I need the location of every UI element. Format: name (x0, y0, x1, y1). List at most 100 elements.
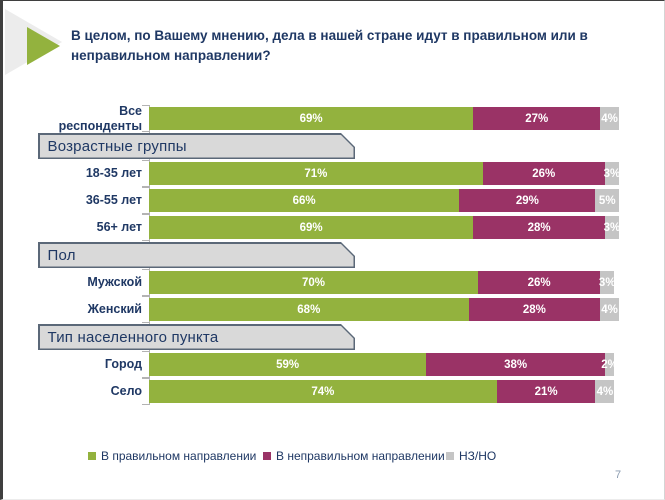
chart-bar-row: Все респонденты 69% 27% 4% (3, 104, 620, 133)
bar-value-label: 26% (527, 276, 551, 289)
stacked-bar-chart: Все респонденты 69% 27% 4% Возрастные группы… (3, 104, 620, 405)
group-header-body: Пол (40, 244, 354, 267)
bar-segment: 74% (149, 380, 497, 403)
stacked-bar: 68% 28% 4% (149, 298, 619, 321)
bar-segment: 28% (473, 216, 605, 239)
stacked-bar: 69% 28% 3% (149, 216, 621, 239)
group-header: Возрастные группы (38, 133, 355, 159)
bar-value-label: 21% (534, 385, 558, 398)
bar-segment: 3% (598, 271, 616, 294)
category-label: 36-55 лет (85, 193, 142, 208)
category-label: Мужской (87, 275, 142, 290)
chart-bar-row: Женский 68% 28% 4% (3, 296, 620, 323)
legend-label: В правильном направлении (101, 449, 257, 463)
slide-corner-decoration (5, 9, 62, 75)
bar-segment: 27% (473, 107, 601, 130)
group-header: Тип населенного пункта (38, 324, 355, 350)
bar-segment: 3% (603, 162, 621, 185)
bar-value-label: 2% (601, 358, 618, 371)
bar-segment: 38% (426, 353, 605, 376)
legend-label: В неправильном направлении (276, 449, 445, 463)
group-header-label: Пол (47, 246, 76, 264)
bar-segment: 4% (600, 298, 619, 321)
page-number: 7 (615, 469, 622, 481)
bar-value-label: 3% (598, 276, 616, 289)
bar-value-label: 69% (299, 112, 323, 125)
legend-swatch (88, 452, 96, 460)
category-label: Город (104, 357, 142, 372)
legend-label: НЗ/НО (459, 449, 497, 463)
chart-legend: В правильном направлении В неправильном н… (3, 449, 664, 465)
bar-value-label: 4% (601, 303, 618, 316)
chart-bar-row: Город 59% 38% 2% (3, 351, 620, 378)
stacked-bar: 59% 38% 2% (149, 353, 619, 376)
bar-segment: 26% (478, 271, 601, 294)
category-label: Все респонденты (58, 104, 142, 133)
bar-segment: 21% (496, 380, 596, 403)
bar-segment: 71% (149, 162, 483, 185)
category-label: 56+ лет (96, 220, 142, 235)
bar-value-label: 70% (301, 276, 326, 289)
bar-value-label: 29% (515, 194, 539, 207)
group-header-label: Возрастные группы (47, 137, 187, 155)
legend-item: В неправильном направлении (263, 449, 445, 463)
bar-value-label: 68% (297, 303, 321, 316)
bar-segment: 4% (600, 107, 619, 130)
bar-segment: 28% (468, 298, 601, 321)
bar-segment: 68% (149, 298, 469, 321)
bar-value-label: 4% (601, 112, 618, 125)
bar-value-label: 3% (603, 221, 621, 234)
group-header-body: Тип населенного пункта (40, 326, 354, 349)
category-label: Женский (87, 302, 142, 317)
chart-bar-row: Село 74% 21% 4% (3, 378, 620, 405)
bar-value-label: 69% (299, 221, 323, 234)
bar-segment: 29% (459, 189, 596, 212)
bar-segment: 26% (482, 162, 605, 185)
stacked-bar: 69% 27% 4% (149, 107, 619, 130)
bar-value-label: 59% (276, 358, 300, 371)
bar-value-label: 5% (598, 194, 616, 207)
bar-segment: 70% (149, 271, 478, 294)
category-label: Село (110, 384, 142, 399)
group-header-label: Тип населенного пункта (47, 328, 219, 346)
bar-value-label: 28% (527, 221, 551, 234)
bar-segment: 2% (601, 353, 618, 376)
chart-bar-row: 36-55 лет 66% 29% 5% (3, 187, 620, 214)
bar-value-label: 66% (292, 194, 316, 207)
bar-value-label: 38% (504, 358, 528, 371)
legend-swatch (446, 452, 454, 460)
bar-value-label: 4% (596, 385, 614, 398)
chart-bar-row: 56+ лет 69% 28% 3% (3, 214, 620, 241)
bar-segment: 3% (603, 216, 621, 239)
chart-bar-row: Мужской 70% 26% 3% (3, 269, 620, 296)
green-triangle-icon (27, 27, 60, 65)
category-label: 18-35 лет (85, 166, 142, 181)
group-header-row: Тип населенного пункта (3, 323, 620, 351)
bar-segment: 69% (149, 216, 474, 239)
bar-segment: 69% (149, 107, 474, 130)
legend-item: В правильном направлении (88, 449, 256, 463)
bar-value-label: 71% (304, 167, 328, 180)
bar-segment: 4% (595, 380, 615, 403)
stacked-bar: 70% 26% 3% (149, 271, 619, 294)
bar-value-label: 28% (522, 303, 546, 316)
group-header: Пол (38, 242, 355, 268)
legend-item: НЗ/НО (446, 449, 496, 463)
stacked-bar: 74% 21% 4% (149, 380, 619, 403)
chart-bar-row: 18-35 лет 71% 26% 3% (3, 160, 620, 187)
stacked-bar: 66% 29% 5% (149, 189, 619, 212)
chart-rows: Все респонденты 69% 27% 4% Возрастные группы… (3, 104, 620, 405)
bar-value-label: 26% (532, 167, 556, 180)
group-header-row: Возрастные группы (3, 132, 620, 160)
slide-title: В целом, по Вашему мнению, дела в нашей … (71, 28, 588, 64)
group-header-row: Пол (3, 241, 620, 269)
group-header-body: Возрастные группы (40, 135, 354, 158)
bar-segment: 5% (595, 189, 619, 212)
bar-segment: 59% (149, 353, 427, 376)
stacked-bar: 71% 26% 3% (149, 162, 621, 185)
bar-value-label: 3% (603, 167, 621, 180)
bar-value-label: 74% (311, 385, 335, 398)
bar-segment: 66% (149, 189, 460, 212)
bar-value-label: 27% (525, 112, 549, 125)
